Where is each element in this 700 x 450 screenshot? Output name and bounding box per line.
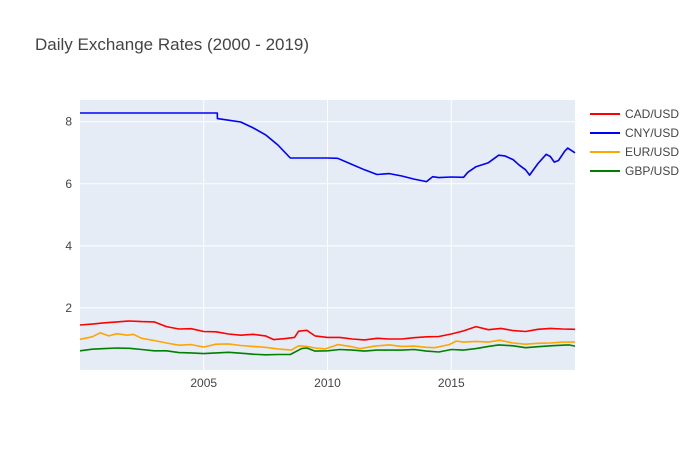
series-line-cad-usd[interactable] [79, 320, 576, 341]
legend-label: CAD/USD [625, 107, 679, 121]
y-tick-label: 2 [65, 301, 72, 315]
legend-item-eur-usd[interactable]: EUR/USD [590, 145, 679, 159]
x-tick-label: 2010 [314, 376, 341, 390]
y-tick-label: 4 [65, 239, 72, 253]
legend-label: CNY/USD [625, 126, 679, 140]
y-tick-label: 6 [65, 177, 72, 191]
legend[interactable]: CAD/USD CNY/USD EUR/USD GBP/USD [590, 107, 679, 178]
y-tick-label: 8 [65, 115, 72, 129]
grid [80, 100, 575, 370]
chart-title: Daily Exchange Rates (2000 - 2019) [35, 35, 309, 54]
series-line-gbp-usd[interactable] [79, 344, 576, 356]
legend-item-gbp-usd[interactable]: GBP/USD [590, 164, 679, 178]
x-tick-label: 2015 [438, 376, 465, 390]
series-line-cny-usd[interactable] [80, 112, 576, 183]
axis-ticks: 2 4 6 8 2005 2010 2015 [65, 115, 465, 390]
legend-item-cny-usd[interactable]: CNY/USD [590, 126, 679, 140]
series-line-eur-usd[interactable] [79, 331, 575, 351]
series-lines [79, 112, 576, 356]
legend-label: GBP/USD [625, 164, 679, 178]
legend-item-cad-usd[interactable]: CAD/USD [590, 107, 679, 121]
legend-label: EUR/USD [625, 145, 679, 159]
x-tick-label: 2005 [190, 376, 217, 390]
